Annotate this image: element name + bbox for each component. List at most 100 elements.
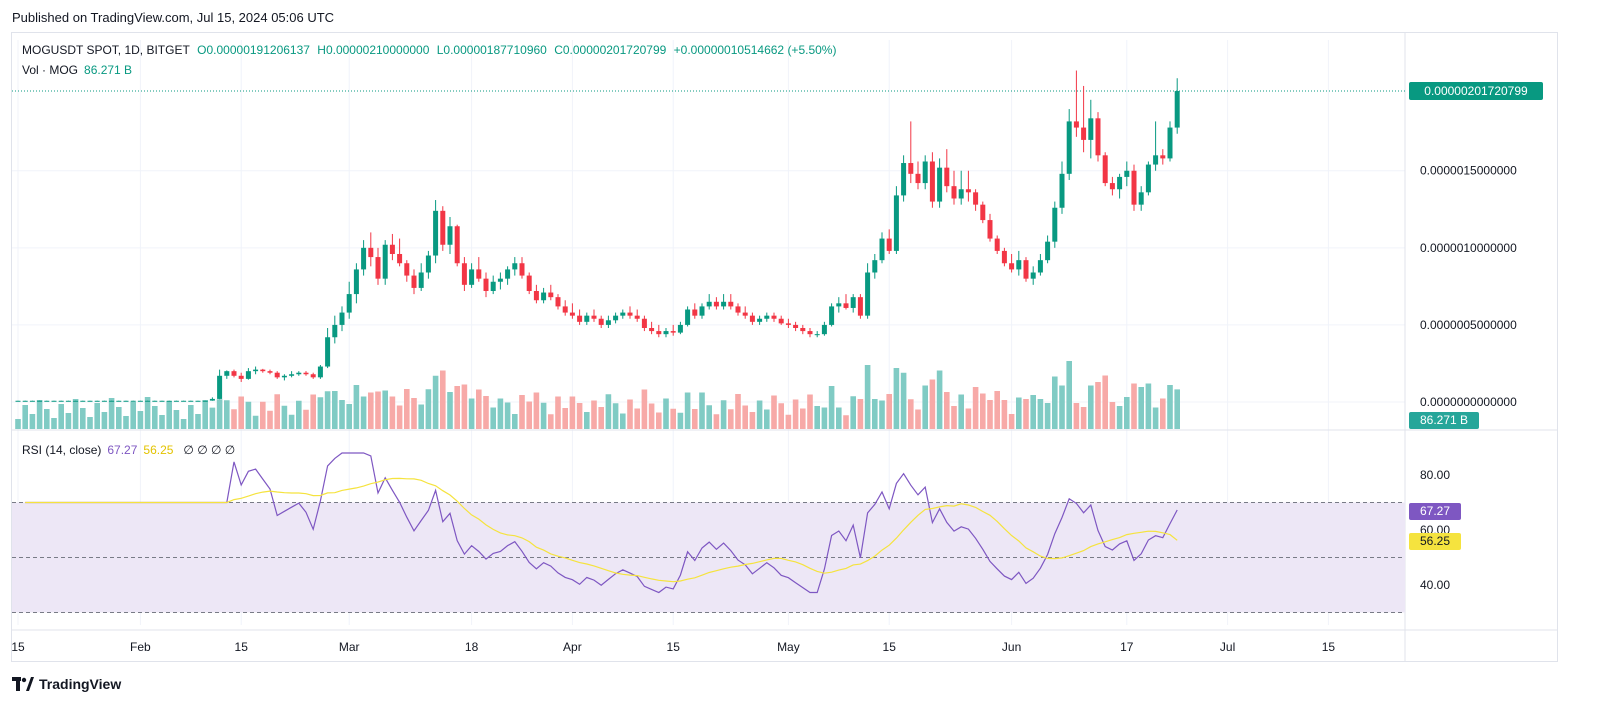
volume-bar <box>454 386 460 429</box>
candle-body <box>836 303 842 307</box>
candle-body <box>245 371 251 379</box>
candle-body <box>1167 127 1173 159</box>
candle-body <box>1045 241 1051 261</box>
candle-body <box>382 244 388 279</box>
candle-body <box>1030 272 1036 279</box>
candle-body <box>1081 127 1087 140</box>
volume-bar <box>310 394 316 429</box>
time-axis-label: May <box>777 640 800 654</box>
candle-body <box>814 334 820 336</box>
tradingview-brand[interactable]: TradingView <box>12 676 121 692</box>
volume-bar <box>260 401 266 429</box>
volume-bar <box>1066 361 1072 429</box>
candle-body <box>821 324 827 335</box>
volume-bar <box>1023 399 1029 429</box>
candle-body <box>742 312 748 316</box>
volume-bar <box>209 407 216 429</box>
volume-bar <box>620 413 626 429</box>
candle-body <box>872 260 878 273</box>
time-axis-label: Jun <box>1002 640 1021 654</box>
volume-bar <box>1088 385 1094 429</box>
candle-body <box>929 161 935 202</box>
volume-bar <box>339 400 345 429</box>
candle-body <box>865 272 871 316</box>
volume-bar <box>828 386 835 429</box>
volume-bar <box>908 399 914 429</box>
volume-bar <box>137 411 144 429</box>
candle-body <box>1131 170 1137 205</box>
volume-bar <box>965 408 972 429</box>
volume-bar <box>94 403 100 429</box>
candle-body <box>339 312 345 325</box>
volume-bar <box>368 392 374 429</box>
candle-body <box>692 309 698 316</box>
candle-body <box>217 375 223 399</box>
candle-body <box>706 301 712 307</box>
volume-bar <box>792 399 799 429</box>
change-value: +0.00000010514662 (+5.50%) <box>673 43 837 57</box>
candle-body <box>980 204 986 221</box>
rsi-tag: 67.27 <box>1409 503 1461 520</box>
volume-bar <box>144 397 151 429</box>
candle-body <box>519 263 525 276</box>
candle-body <box>296 372 302 375</box>
candle-body <box>757 318 763 322</box>
rsi-axis-label: 40.00 <box>1420 578 1450 592</box>
candle-body <box>886 238 892 251</box>
candle-body <box>713 301 719 307</box>
close-value: C0.00000201720799 <box>554 43 667 57</box>
candle-body <box>785 323 791 325</box>
candle-body <box>109 400 115 402</box>
candle-body <box>677 324 683 333</box>
candle-body <box>1109 183 1115 190</box>
candle-body <box>80 400 86 402</box>
volume-bar <box>101 412 108 429</box>
candle-body <box>771 315 777 319</box>
candle-body <box>44 400 50 402</box>
candle-body <box>1037 260 1043 273</box>
time-axis-label: Mar <box>339 640 360 654</box>
volume-bar <box>872 399 878 429</box>
candle-body <box>649 327 655 332</box>
volume-bar <box>281 405 288 429</box>
volume-bar <box>778 403 784 429</box>
candle-body <box>1023 260 1029 279</box>
candle-body <box>325 337 331 367</box>
candle-body <box>454 226 460 264</box>
candle-body <box>173 400 179 402</box>
candle-body <box>289 374 295 376</box>
volume-bar <box>540 402 547 429</box>
symbol-label[interactable]: MOGUSDT SPOT, 1D, BITGET <box>22 43 190 57</box>
volume-bar <box>1145 383 1152 429</box>
volume-bar <box>346 404 352 429</box>
volume-label[interactable]: Vol · MOG <box>22 63 79 77</box>
candle-body <box>958 189 964 199</box>
volume-bar <box>231 409 237 429</box>
candle-body <box>728 301 734 307</box>
volume-bar <box>152 406 158 429</box>
volume-bar <box>785 414 792 429</box>
volume-bar <box>821 407 828 429</box>
volume-bar <box>598 407 604 429</box>
volume-bar <box>51 418 57 429</box>
volume-bar <box>749 412 756 429</box>
volume-bar <box>850 396 856 429</box>
ohlc-legend: MOGUSDT SPOT, 1D, BITGET O0.000001912061… <box>22 43 840 57</box>
candle-body <box>411 275 417 288</box>
candle-body <box>137 400 143 402</box>
rsi-label[interactable]: RSI (14, close) <box>22 443 102 457</box>
rsi-ma-line <box>25 477 1178 583</box>
volume-bar <box>677 412 684 429</box>
candle-body <box>152 400 158 402</box>
volume-bar <box>1016 397 1022 429</box>
candle-body <box>368 247 374 258</box>
volume-bar <box>1138 387 1144 429</box>
candle-body <box>317 366 323 378</box>
candle-body <box>749 315 755 322</box>
candle-body <box>145 400 151 402</box>
volume-bar <box>1030 395 1036 429</box>
volume-bar <box>857 399 864 429</box>
volume-bar <box>1131 383 1137 429</box>
candle-body <box>267 371 273 373</box>
